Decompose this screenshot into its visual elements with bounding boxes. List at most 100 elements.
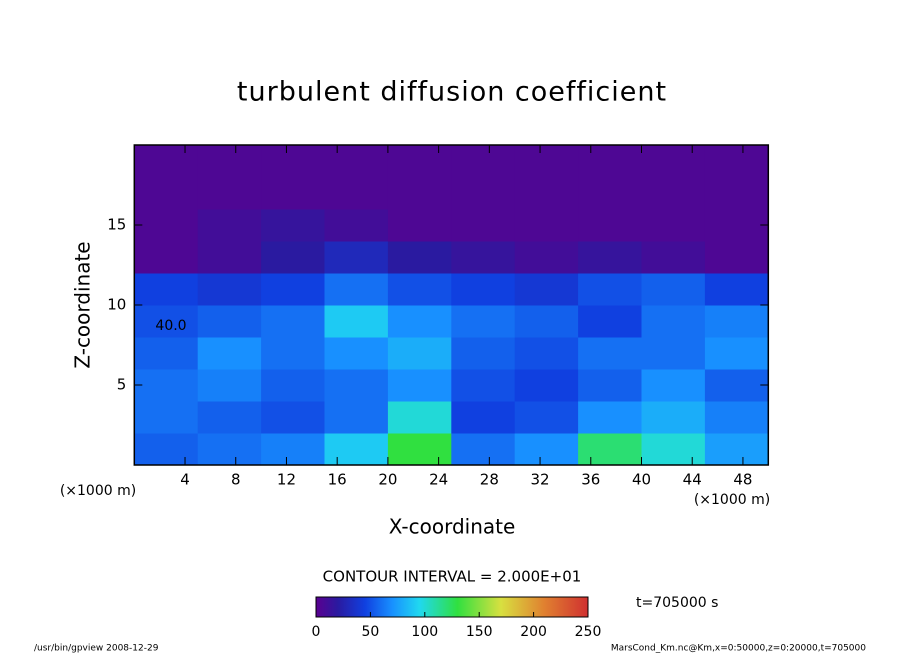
- cell: [704, 369, 769, 402]
- cell: [514, 241, 579, 274]
- x-tick-label: 24: [429, 471, 448, 489]
- cell: [197, 369, 262, 402]
- cell: [451, 337, 516, 370]
- cell: [324, 401, 389, 434]
- cell: [514, 369, 579, 402]
- cell: [261, 241, 325, 274]
- cell: [387, 337, 452, 370]
- cell: [641, 177, 706, 210]
- cell: [261, 401, 325, 434]
- cell: [704, 337, 769, 370]
- y-tick-label: 5: [117, 376, 127, 394]
- y-axis-label: Z-coordinate: [71, 241, 95, 368]
- cell: [324, 433, 389, 466]
- x-axis-label: X-coordinate: [389, 515, 516, 539]
- cell: [704, 145, 769, 178]
- cell: [387, 401, 452, 434]
- colorbar: [315, 596, 589, 618]
- cell: [324, 337, 389, 370]
- cell: [197, 209, 262, 242]
- cell: [704, 177, 769, 210]
- cell: [451, 177, 516, 210]
- colorbar-tick-label: 150: [466, 624, 493, 640]
- cell: [451, 273, 516, 306]
- cell: [324, 273, 389, 306]
- cell: [514, 145, 579, 178]
- x-tick-label: 44: [683, 471, 702, 489]
- cell: [704, 401, 769, 434]
- cell: [451, 401, 516, 434]
- cell: [704, 305, 769, 338]
- cell: [641, 145, 706, 178]
- cell: [451, 369, 516, 402]
- cell: [134, 241, 199, 274]
- cell: [197, 305, 262, 338]
- cell: [451, 145, 516, 178]
- cell: [641, 209, 706, 242]
- cell: [704, 273, 769, 306]
- cell: [387, 241, 452, 274]
- cell: [324, 241, 389, 274]
- cell: [261, 369, 325, 402]
- footer-left: /usr/bin/gpview 2008-12-29: [34, 644, 159, 654]
- cell: [134, 145, 199, 178]
- cell: [197, 145, 262, 178]
- y-unit: (×1000 m): [60, 483, 136, 499]
- x-tick-label: 4: [180, 471, 190, 489]
- cell: [641, 273, 706, 306]
- cell: [261, 177, 325, 210]
- cell: [704, 241, 769, 274]
- cell: [641, 401, 706, 434]
- cell: [578, 177, 642, 210]
- y-tick-label: 10: [107, 296, 126, 314]
- x-tick-label: 28: [480, 471, 499, 489]
- x-unit: (×1000 m): [694, 492, 770, 508]
- cell: [578, 305, 642, 338]
- cell: [451, 241, 516, 274]
- cell: [324, 145, 389, 178]
- cell: [134, 305, 199, 338]
- cell: [641, 241, 706, 274]
- cell: [387, 145, 452, 178]
- cell: [387, 433, 452, 466]
- cell: [514, 305, 579, 338]
- x-tick-label: 32: [531, 471, 550, 489]
- cell: [324, 209, 389, 242]
- cell: [641, 337, 706, 370]
- x-tick-label: 40: [632, 471, 651, 489]
- cell: [514, 177, 579, 210]
- cell: [197, 177, 262, 210]
- footer-right: MarsCond_Km.nc@Km,x=0:50000,z=0:20000,t=…: [611, 644, 866, 654]
- cell: [197, 433, 262, 466]
- cell: [514, 433, 579, 466]
- cell: [578, 241, 642, 274]
- cell: [578, 145, 642, 178]
- cell: [387, 209, 452, 242]
- time-label: t=705000 s: [636, 595, 718, 611]
- cell: [578, 369, 642, 402]
- cell: [514, 401, 579, 434]
- x-tick-label: 8: [231, 471, 241, 489]
- cell: [261, 337, 325, 370]
- cell: [261, 273, 325, 306]
- cell: [578, 433, 642, 466]
- colorbar-tick-label: 200: [520, 624, 547, 640]
- contour-label: 40.0: [155, 318, 186, 334]
- x-tick-label: 12: [277, 471, 296, 489]
- cell: [641, 369, 706, 402]
- cell: [197, 273, 262, 306]
- cell: [197, 337, 262, 370]
- colorbar-tick-label: 50: [361, 624, 379, 640]
- cell: [514, 337, 579, 370]
- cell: [134, 433, 199, 466]
- cell: [134, 209, 199, 242]
- cell: [197, 241, 262, 274]
- cell: [578, 337, 642, 370]
- cell: [324, 177, 389, 210]
- x-tick-label: 36: [581, 471, 600, 489]
- cell: [514, 273, 579, 306]
- x-tick-label: 48: [733, 471, 752, 489]
- colorbar-tick-label: 100: [411, 624, 438, 640]
- cell: [514, 209, 579, 242]
- cell: [134, 401, 199, 434]
